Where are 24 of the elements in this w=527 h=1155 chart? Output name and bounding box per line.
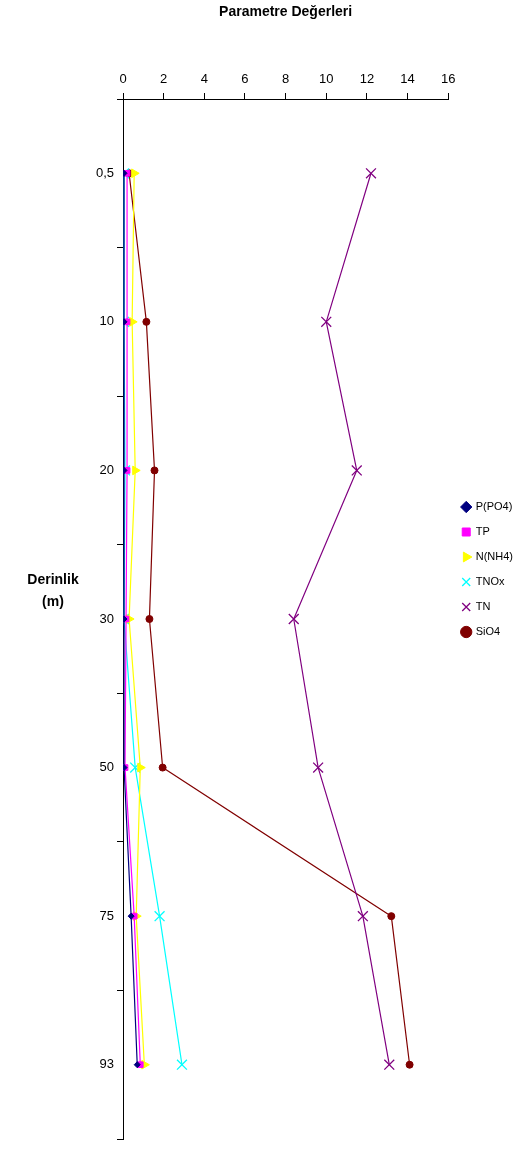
x-tick-label: 2 — [160, 70, 168, 86]
legend-label: SiO4 — [475, 625, 501, 638]
y-tick-label: 0,5 — [95, 164, 114, 180]
legend-label: P(PO4) — [475, 500, 513, 513]
x-tick-label: 16 — [440, 70, 456, 86]
y-tick-label: 50 — [99, 759, 114, 775]
y-tick-label: 30 — [99, 610, 114, 626]
x-tick-label: 0 — [119, 70, 127, 86]
legend-label: TNOx — [475, 575, 505, 588]
x-tick-label: 12 — [359, 70, 375, 86]
y-tick-label: 93 — [99, 1056, 114, 1072]
y-tick-label: 75 — [99, 907, 114, 923]
y-tick-label: 10 — [99, 313, 114, 329]
legend-label: N(NH4) — [475, 550, 514, 563]
y-tick-label: 20 — [99, 462, 114, 478]
x-tick-label: 6 — [241, 70, 249, 86]
x-tick-label: 14 — [400, 70, 415, 86]
x-tick-label: 10 — [319, 70, 334, 86]
x-tick-label: 8 — [282, 70, 290, 86]
x-axis-title: Parametre Değerleri — [219, 3, 353, 20]
x-tick-label: 4 — [200, 70, 208, 86]
y-axis-title: Derinlik (m) — [26, 570, 80, 611]
legend-label: TN — [475, 600, 491, 613]
legend-label: TP — [475, 525, 490, 538]
